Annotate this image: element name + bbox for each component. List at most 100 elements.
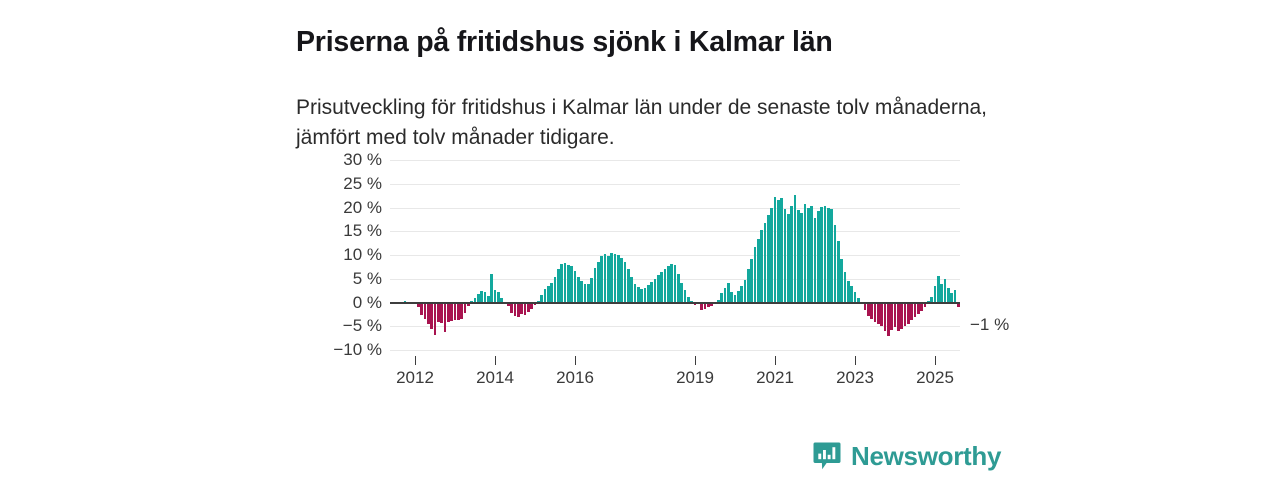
chart-bar [633,283,637,303]
chart-bar [580,280,583,303]
chart-bar [833,224,837,303]
chart-bar [716,299,720,303]
x-tick [935,356,937,365]
chart-bar [516,302,520,317]
chart-bar [583,283,587,303]
chart-bar [590,277,593,303]
chart-bar [440,302,443,324]
chart-bar [463,302,467,313]
chart-bar [890,302,893,331]
gridline [390,326,960,328]
chart-bar [853,292,857,303]
zero-axis-line [390,301,960,304]
chart-bar [573,271,577,303]
chart-bar [826,207,830,303]
chart-bar [840,258,843,303]
y-tick-label: 10 % [343,245,382,264]
chart-bar [913,302,917,317]
chart-bar [543,289,547,303]
chart-bar [663,269,667,303]
chart-bar [780,198,783,303]
chart-bar [710,302,713,307]
chart-bar [530,302,533,310]
chart-bar [433,302,437,335]
chart-bar [656,274,660,303]
chart-bar [776,199,780,303]
plot-area [390,160,960,351]
y-tick-label: −10 % [333,340,382,359]
y-tick-label: 30 % [343,150,382,169]
y-tick-label: 0 % [352,292,382,312]
chart-bar [796,210,800,303]
y-tick-label: −5 % [342,316,382,336]
chart-bar [900,302,903,330]
chart-bar [700,302,703,311]
chart-bar [766,215,770,303]
chart-bar [763,222,767,303]
chart-bar [606,255,610,303]
y-axis-labels: 30 % 25 % 20 % 15 % 10 % 5 % 0 % −5 % −10 % [296,150,382,359]
page-title: Priserna på fritidshus sjönk i Kalmar lä… [296,26,833,59]
chart-bar [483,292,487,303]
chart-bar [810,205,813,303]
chart-bar [930,296,933,303]
x-tick [695,356,697,365]
x-tick-label: 2014 [476,368,514,387]
chart-bar [750,258,753,303]
x-tick-label: 2025 [916,368,954,387]
chart-bar [610,253,613,303]
last-value-annotation: −1 % [970,315,1010,335]
x-axis: 2012 2014 2016 2019 2021 2023 2025 [390,350,960,395]
chart-bar [533,302,537,306]
chart-bar [486,295,490,303]
chart-bar [770,207,773,303]
chart-bar [506,302,510,307]
chart-bar [933,286,937,303]
chart-bar [683,290,687,303]
chart-bar [733,294,737,303]
chart-bar [916,302,920,314]
chart-bar [823,205,827,303]
chart-bar [830,209,833,303]
chart-bar [636,287,640,303]
chart-bar [593,268,597,303]
chart-bar [876,302,880,325]
chart-bar [493,290,497,303]
gridline [390,231,960,233]
chart-bar [546,286,550,303]
bar-chart-speech-bubble-icon [812,441,842,471]
chart-bar [520,302,523,315]
chart-bar [803,203,807,303]
chart-bar [880,302,883,327]
x-tick [415,356,417,365]
chart-bar [886,302,890,336]
chart-bar [953,290,957,303]
x-tick [495,356,497,365]
chart-bar [820,206,823,303]
chart-bar [846,280,850,303]
x-tick [855,356,857,365]
chart-bar [906,302,910,325]
chart-bar [500,297,503,303]
chart-bar [560,263,563,303]
chart-bar [423,302,427,319]
chart-bar [623,261,627,303]
chart-bar [896,302,900,331]
chart-bar [863,302,867,311]
chart-bar [816,211,820,303]
chart-bar [806,207,810,303]
chart-bar [843,272,847,303]
chart-bar [523,302,527,315]
chart-bar [670,263,673,303]
chart-bar [540,294,543,303]
chart-bar [556,268,560,303]
chart-bar [746,269,750,303]
chart-bar [693,302,697,306]
chart-bar [740,286,743,303]
chart-bar [773,197,777,303]
chart-bar [940,283,943,303]
chart-bar [436,302,440,323]
chart-bar [790,205,793,303]
x-tick [775,356,777,365]
chart-bar [883,302,887,331]
